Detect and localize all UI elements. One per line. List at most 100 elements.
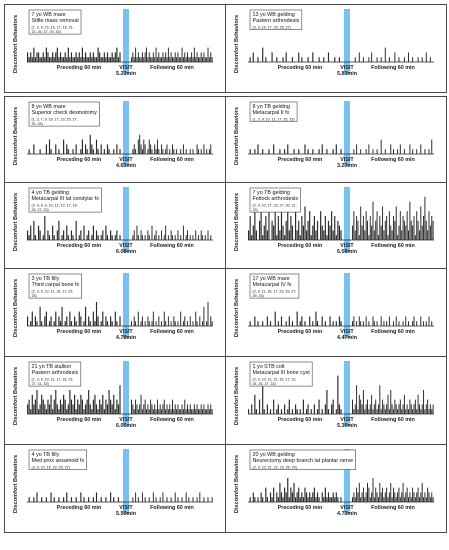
bar-pre	[340, 409, 342, 414]
bar-post	[408, 321, 409, 326]
bar-pre	[338, 57, 341, 62]
legend-subtitle: Stifle mass removal	[32, 18, 79, 24]
bar-pre	[64, 52, 66, 62]
bar-post	[148, 235, 150, 240]
bar-post	[202, 235, 204, 240]
bar-pre	[117, 497, 120, 502]
legend-box	[28, 9, 82, 35]
bar-post	[365, 211, 367, 240]
legend-codes: (1, 3, 9, 15, 16, 17, 18, 21,	[32, 25, 74, 29]
bar-pre	[340, 149, 342, 154]
bar-pre	[249, 149, 251, 154]
bar-post	[414, 235, 416, 240]
bar-post	[206, 57, 208, 62]
bar-post	[357, 492, 359, 502]
chart-svg: Discomfort Behaviors Preceding 60 min Foll…	[234, 101, 434, 169]
bar-pre	[106, 144, 109, 154]
bar-post	[189, 404, 191, 414]
bar-post	[413, 316, 415, 326]
bar-pre	[254, 394, 256, 414]
bar-post	[427, 230, 429, 240]
bar-post	[401, 492, 403, 502]
bar-pre	[70, 52, 73, 62]
bar-post	[173, 149, 175, 154]
y-axis-label: Discomfort Behaviors	[234, 279, 240, 337]
bar-pre	[117, 57, 120, 62]
bar-post	[412, 321, 414, 326]
bar-post	[388, 316, 390, 326]
bar-post	[431, 321, 433, 326]
bar-post	[147, 316, 149, 326]
bar-pre	[293, 149, 295, 154]
bar-pre	[288, 399, 290, 414]
bar-pre	[56, 230, 58, 240]
bar-pre	[284, 149, 286, 154]
bar-pre	[248, 230, 250, 240]
bar-pre	[291, 492, 294, 502]
bar-pre	[337, 375, 339, 414]
bar-pre	[45, 497, 47, 502]
bar-pre	[92, 311, 94, 326]
chart-svg: Discomfort Behaviors Preceding 60 min Foll…	[13, 101, 213, 169]
bar-pre	[102, 311, 104, 326]
bar-pre	[94, 57, 96, 62]
legend-box	[249, 9, 303, 30]
preceding-label: Preceding 60 min	[57, 417, 102, 423]
bar-post	[399, 144, 401, 154]
chart-panel: Discomfort Behaviors Preceding 60 min Foll…	[4, 444, 226, 533]
bar-post	[131, 399, 132, 414]
bar-post	[416, 321, 418, 326]
bar-pre	[316, 409, 319, 414]
bar-post	[367, 220, 368, 240]
bar-post	[193, 404, 195, 414]
legend-title: 4 yo TB filly	[32, 452, 60, 458]
bar-post	[424, 409, 426, 414]
bar-post	[403, 149, 405, 154]
bar-pre	[111, 321, 113, 326]
bar-post	[174, 235, 176, 240]
bar-post	[402, 321, 404, 326]
visit-label: VISIT	[119, 505, 133, 511]
bar-pre	[114, 311, 116, 326]
bar-pre	[27, 316, 29, 326]
bar-pre	[307, 404, 309, 414]
bar-pre	[254, 316, 256, 326]
legend-title: 13 yo WB gelding	[253, 12, 295, 18]
following-label: Following 60 min	[371, 329, 415, 335]
bar-post	[162, 149, 164, 154]
bar-post	[358, 394, 360, 414]
y-axis-label: Discomfort Behaviors	[13, 455, 19, 513]
bar-pre	[326, 235, 328, 240]
legend-codes: 23, 25, 27, 29, 33)	[32, 30, 61, 34]
bar-post	[368, 487, 370, 502]
bar-pre	[55, 144, 57, 154]
bar-post	[162, 404, 164, 414]
bar-pre	[75, 220, 77, 240]
bar-post	[177, 321, 179, 326]
visit-label: VISIT	[119, 65, 133, 71]
bar-pre	[84, 306, 87, 326]
bar-post	[203, 404, 205, 414]
bar-pre	[53, 57, 55, 62]
bar-post	[140, 321, 142, 326]
bar-pre	[312, 225, 314, 240]
bar-post	[357, 220, 359, 240]
bar-post	[421, 482, 423, 502]
bar-post	[425, 404, 427, 414]
bar-pre	[55, 311, 57, 326]
legend-codes: (1, 3, 7, 9, 16, 17, 23, 25, 27,	[32, 117, 78, 121]
bar-post	[144, 52, 146, 62]
bar-post	[410, 220, 412, 240]
bar-pre	[110, 316, 112, 326]
bar-post	[431, 139, 433, 154]
bar-post	[211, 409, 213, 414]
visit-duration: 5.50min	[116, 511, 136, 517]
bar-post	[358, 482, 360, 502]
legend-codes: (1, 3, 9, 10, 11, 17, 18, 23,	[32, 377, 74, 381]
legend-title: 3 yo TB filly	[32, 276, 60, 282]
bar-post	[173, 57, 175, 62]
bar-pre	[74, 316, 76, 326]
bar-post	[187, 52, 188, 62]
bar-post	[412, 409, 414, 414]
bar-pre	[304, 144, 306, 154]
